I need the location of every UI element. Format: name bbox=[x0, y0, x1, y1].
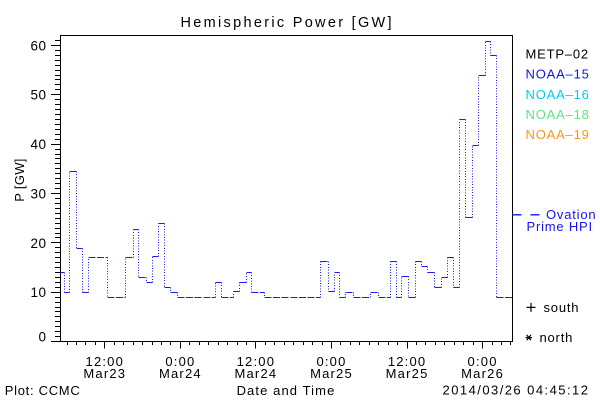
svg-text:12:00: 12:00 bbox=[237, 354, 276, 369]
svg-text:south: south bbox=[544, 300, 580, 315]
svg-text:Ovation: Ovation bbox=[546, 207, 596, 222]
svg-text:12:00: 12:00 bbox=[388, 354, 427, 369]
svg-text:Mar26: Mar26 bbox=[461, 366, 504, 381]
svg-text:20: 20 bbox=[30, 236, 46, 251]
svg-text:0:00: 0:00 bbox=[468, 354, 498, 369]
svg-text:Plot: CCMC: Plot: CCMC bbox=[5, 383, 81, 398]
svg-text:12:00: 12:00 bbox=[86, 354, 125, 369]
svg-text:0: 0 bbox=[38, 329, 46, 344]
svg-text:Hemispheric Power [GW]: Hemispheric Power [GW] bbox=[181, 15, 394, 31]
svg-text:Mar25: Mar25 bbox=[386, 366, 429, 381]
svg-text:NOAA–19: NOAA–19 bbox=[526, 127, 590, 142]
svg-text:10: 10 bbox=[30, 285, 46, 300]
svg-text:Mar24: Mar24 bbox=[159, 366, 202, 381]
svg-text:Mar23: Mar23 bbox=[83, 366, 126, 381]
svg-text:Date and Time: Date and Time bbox=[237, 383, 336, 398]
svg-text:40: 40 bbox=[30, 137, 46, 152]
svg-text:NOAA–15: NOAA–15 bbox=[526, 67, 590, 82]
svg-text:Mar25: Mar25 bbox=[310, 366, 353, 381]
svg-text:2014/03/26 04:45:12: 2014/03/26 04:45:12 bbox=[443, 383, 590, 398]
svg-text:50: 50 bbox=[30, 88, 46, 103]
svg-text:Mar24: Mar24 bbox=[234, 366, 277, 381]
svg-text:30: 30 bbox=[30, 186, 46, 201]
svg-text:Prime HPI: Prime HPI bbox=[527, 219, 593, 234]
svg-text:METP–02: METP–02 bbox=[526, 46, 589, 61]
svg-text:0:00: 0:00 bbox=[316, 354, 346, 369]
svg-text:60: 60 bbox=[30, 38, 46, 53]
svg-text:P [GW]: P [GW] bbox=[12, 158, 27, 201]
svg-text:north: north bbox=[540, 330, 574, 345]
svg-text:0:00: 0:00 bbox=[165, 354, 195, 369]
svg-text:NOAA–18: NOAA–18 bbox=[526, 107, 590, 122]
svg-text:NOAA–16: NOAA–16 bbox=[526, 87, 590, 102]
